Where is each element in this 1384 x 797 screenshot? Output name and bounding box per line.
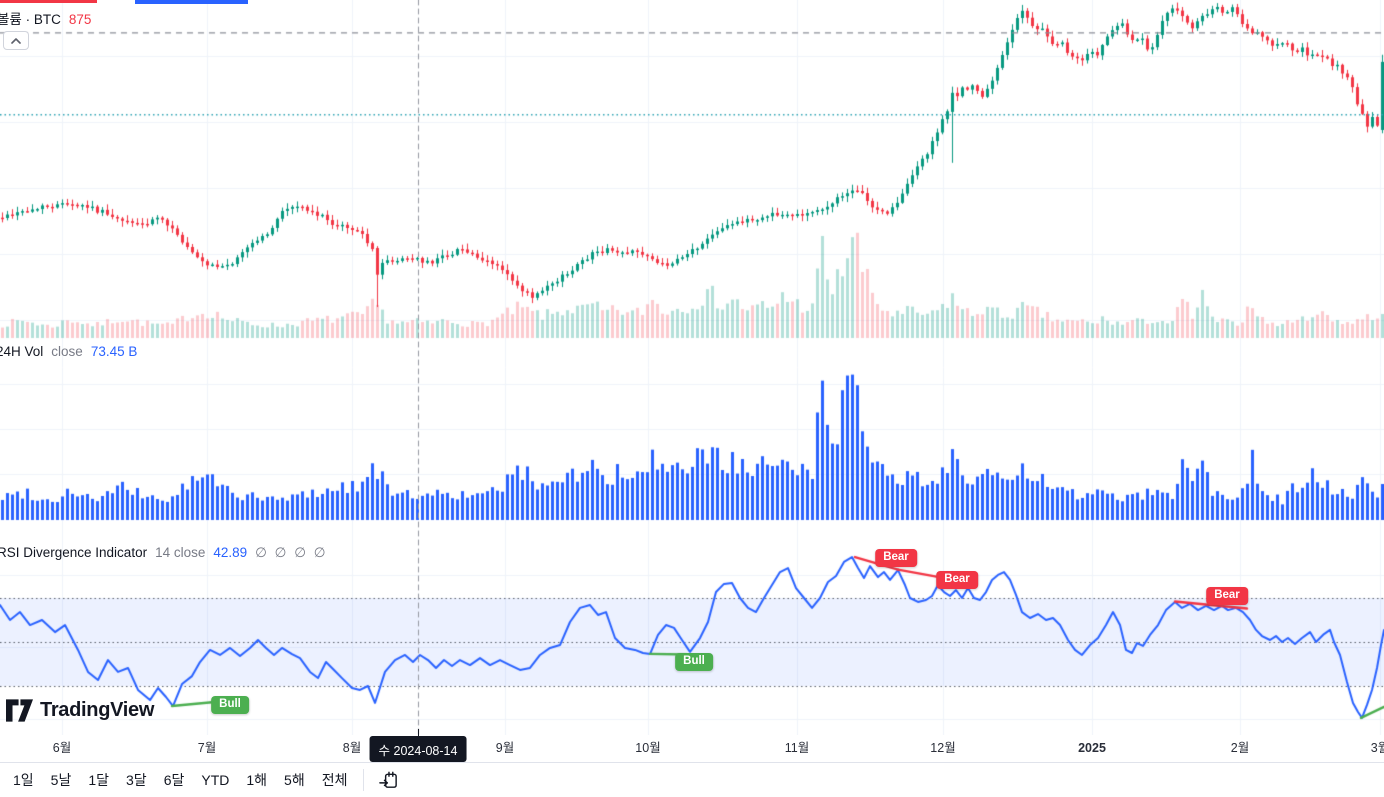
range-button-전체[interactable]: 전체 — [321, 772, 348, 788]
range-button-5해[interactable]: 5해 — [284, 772, 305, 788]
time-axis-label: 3월 — [1370, 741, 1384, 755]
crosshair-date-tooltip: 수 2024-08-14 — [369, 736, 467, 762]
tradingview-logo-icon — [6, 699, 33, 722]
tradingview-logo-text: TradingView — [40, 699, 155, 721]
calendar-goto-icon — [379, 771, 397, 788]
chevron-up-icon — [11, 37, 21, 44]
rsi-legend-param: 14 close — [155, 545, 206, 560]
volume-pane-legend: 24H Vol close 73.45 B — [0, 344, 137, 359]
top-red-strip — [0, 0, 97, 3]
tradingview-logo[interactable]: TradingView — [6, 699, 154, 722]
price-pane-legend: 볼륨 · BTC 875 — [0, 8, 91, 28]
time-axis-label: 9월 — [495, 741, 515, 755]
volume-legend-title[interactable]: 24H Vol — [0, 344, 44, 359]
bear-divergence-label: Bear — [936, 570, 978, 589]
range-button-5날[interactable]: 5날 — [50, 772, 72, 788]
volume-legend-value: 73.45 B — [90, 344, 138, 359]
range-button-1해[interactable]: 1해 — [246, 772, 268, 788]
chart-canvas[interactable] — [0, 0, 1384, 735]
range-button-3달[interactable]: 3달 — [126, 772, 147, 788]
top-blue-strip — [135, 0, 248, 4]
rsi-pane-legend: RSI Divergence Indicator 14 close 42.89 … — [0, 545, 327, 561]
time-axis[interactable]: 6월 7월 8월 9월 10월 11월 12월 2025 2월 3월 — [0, 735, 1384, 762]
range-toolbar: 1일 5날 1달 3달 6달 YTD 1해 5해 전체 — [0, 763, 1384, 797]
bear-divergence-label: Bear — [1206, 587, 1248, 606]
go-to-date-button[interactable] — [374, 767, 402, 793]
range-button-6달[interactable]: 6달 — [163, 772, 185, 788]
bull-divergence-label: Bull — [675, 653, 713, 672]
time-axis-label: 12월 — [930, 741, 956, 755]
range-button-1일[interactable]: 1일 — [13, 772, 34, 788]
price-legend-value: 875 — [68, 12, 92, 27]
time-axis-label: 2025 — [1078, 741, 1106, 755]
time-axis-label: 8월 — [342, 741, 362, 755]
rsi-legend-empty-values: ∅ ∅ ∅ ∅ — [255, 545, 328, 560]
time-axis-label: 10월 — [635, 741, 661, 755]
bull-divergence-label: Bull — [211, 696, 249, 715]
time-axis-label: 6월 — [52, 741, 72, 755]
range-button-1달[interactable]: 1달 — [88, 772, 110, 788]
axis-border — [0, 762, 1384, 763]
rsi-legend-title[interactable]: RSI Divergence Indicator — [0, 545, 148, 560]
price-legend-title[interactable]: 볼륨 · BTC — [0, 12, 61, 27]
rsi-legend-value: 42.89 — [213, 545, 248, 560]
collapse-pane-button[interactable] — [3, 31, 29, 50]
time-axis-label: 11월 — [784, 741, 810, 755]
volume-legend-param: close — [51, 344, 83, 359]
range-button-YTD[interactable]: YTD — [201, 772, 230, 788]
toolbar-divider — [363, 769, 365, 791]
time-axis-label: 2월 — [1230, 741, 1250, 755]
crosshair-date-text: 수 2024-08-14 — [378, 743, 458, 758]
time-axis-label: 7월 — [197, 741, 217, 755]
crosshair-tick — [418, 729, 419, 736]
bear-divergence-label: Bear — [875, 548, 917, 567]
